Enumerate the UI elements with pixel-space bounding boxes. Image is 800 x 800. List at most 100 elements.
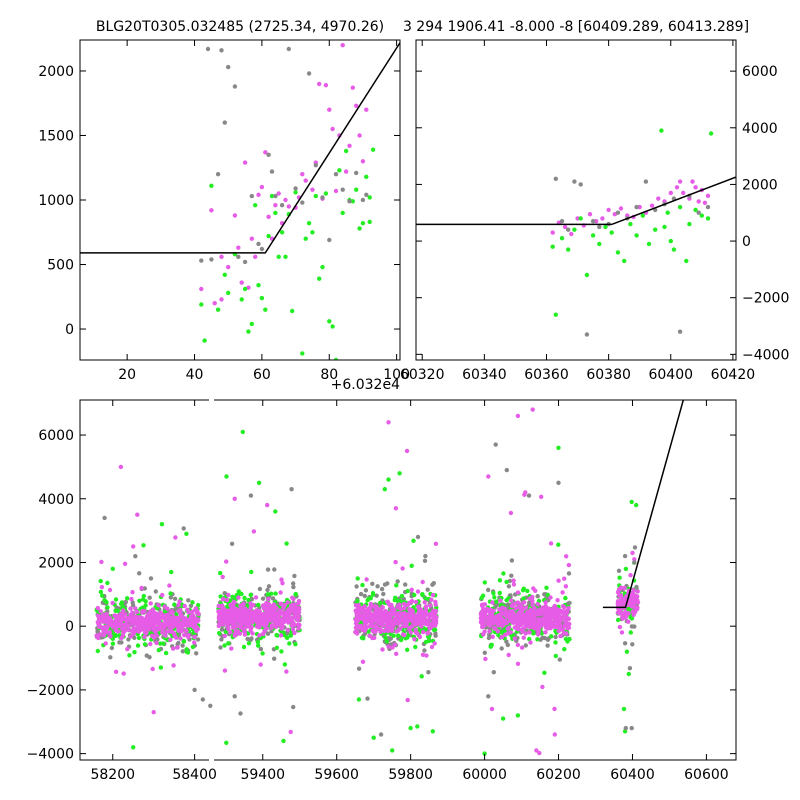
data-point-green	[300, 351, 305, 356]
data-point-gray	[632, 624, 637, 629]
data-point-green	[359, 635, 365, 640]
data-point-magenta	[423, 618, 428, 623]
data-point-magenta	[503, 618, 508, 624]
data-point-magenta	[273, 203, 278, 208]
data-point-magenta	[535, 601, 540, 607]
data-point-magenta	[626, 619, 631, 624]
data-point-gray	[509, 558, 515, 563]
data-point-magenta	[173, 535, 178, 540]
data-point-gray	[486, 635, 492, 641]
data-point-magenta	[364, 107, 369, 112]
data-point-magenta	[350, 85, 355, 90]
data-point-gray	[559, 219, 565, 224]
data-point-magenta	[415, 589, 421, 594]
panel-zoom-right: 3 294 1906.41 -8.000 -8 [60409.289, 6041…	[400, 19, 789, 383]
data-point-magenta	[540, 684, 545, 690]
data-point-magenta	[135, 512, 140, 517]
data-point-magenta	[171, 646, 176, 651]
data-point-green	[482, 580, 487, 585]
data-point-magenta	[232, 213, 238, 218]
data-point-magenta	[617, 624, 623, 630]
data-point-green	[141, 593, 146, 599]
data-point-magenta	[245, 622, 250, 627]
data-point-magenta	[283, 615, 288, 621]
data-point-gray	[425, 587, 430, 592]
data-point-magenta	[478, 620, 484, 625]
data-point-green	[603, 224, 608, 230]
data-point-magenta	[161, 625, 166, 631]
data-point-magenta	[413, 599, 419, 605]
data-point-magenta	[273, 624, 279, 629]
data-point-gray	[265, 567, 271, 572]
data-point-magenta	[383, 610, 389, 616]
data-point-magenta	[397, 621, 402, 626]
data-point-gray	[195, 637, 201, 642]
data-point-green	[563, 636, 569, 642]
data-point-green	[617, 575, 622, 580]
data-point-magenta	[113, 627, 118, 633]
data-point-magenta	[196, 611, 201, 617]
data-point-green	[687, 221, 692, 227]
data-point-gray	[360, 197, 366, 203]
data-point-green	[284, 541, 289, 546]
data-point-green	[255, 640, 261, 645]
data-point-gray	[286, 46, 291, 52]
data-point-magenta	[300, 172, 305, 177]
data-point-magenta	[256, 192, 261, 197]
data-point-magenta	[94, 633, 99, 638]
data-point-gray	[242, 259, 248, 265]
data-point-green	[662, 224, 667, 230]
data-point-green	[266, 233, 271, 239]
data-point-green	[364, 174, 369, 179]
data-point-green	[699, 213, 704, 218]
data-point-gray	[205, 46, 211, 52]
data-point-green	[398, 637, 404, 643]
data-point-gray	[327, 237, 332, 243]
data-point-green	[386, 477, 391, 482]
data-point-green	[392, 597, 397, 603]
x-tick-label: 60400	[610, 767, 655, 783]
data-point-magenta	[296, 626, 301, 631]
data-point-magenta	[125, 646, 130, 652]
data-point-green	[497, 590, 502, 596]
data-point-green	[337, 168, 342, 173]
data-point-magenta	[279, 618, 284, 624]
data-point-magenta	[362, 604, 367, 609]
data-point-gray	[266, 152, 271, 157]
data-point-green	[199, 302, 204, 307]
data-point-green	[156, 647, 161, 653]
data-point-magenta	[165, 606, 170, 611]
data-point-gray	[109, 645, 115, 651]
data-point-gray	[238, 711, 243, 716]
data-point-magenta	[622, 598, 628, 603]
data-point-gray	[431, 581, 436, 586]
data-point-green	[621, 706, 627, 712]
data-point-magenta	[600, 216, 605, 221]
data-point-gray	[306, 71, 312, 76]
data-point-gray	[509, 573, 514, 578]
data-point-green	[634, 502, 639, 508]
data-point-gray	[507, 578, 513, 584]
data-point-magenta	[116, 615, 122, 620]
data-point-gray	[566, 227, 571, 232]
data-point-green	[482, 751, 487, 756]
data-point-magenta	[635, 600, 641, 605]
model-line	[80, 41, 400, 254]
data-point-green	[370, 592, 376, 597]
data-point-magenta	[163, 619, 168, 624]
data-point-magenta	[372, 604, 378, 610]
data-point-magenta	[225, 612, 231, 617]
data-point-magenta	[246, 285, 251, 290]
data-point-magenta	[515, 661, 521, 666]
data-point-magenta	[548, 541, 554, 546]
data-point-magenta	[108, 634, 113, 639]
data-point-magenta	[594, 219, 599, 224]
data-point-magenta	[191, 614, 196, 620]
data-point-magenta	[376, 607, 381, 612]
data-point-gray	[102, 515, 107, 521]
data-point-magenta	[386, 644, 391, 649]
data-point-magenta	[553, 609, 559, 615]
data-point-magenta	[535, 632, 541, 637]
data-point-green	[95, 648, 101, 654]
